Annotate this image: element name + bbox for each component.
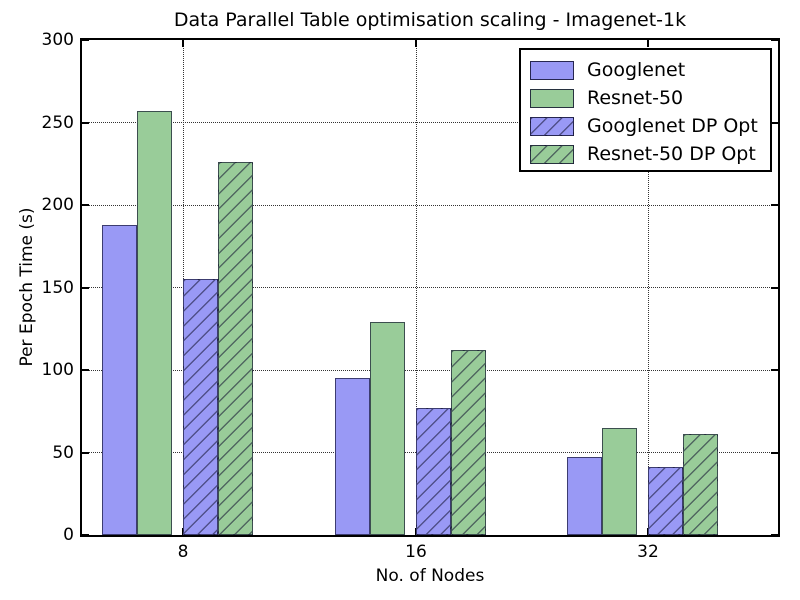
h-gridline <box>82 204 778 206</box>
y-tick-right <box>771 534 778 536</box>
bar-resnet-50-dp-opt-16 <box>451 350 486 535</box>
x-tick-label: 32 <box>637 542 659 562</box>
legend: Googlenet Resnet-50 Googlenet DP Opt Res… <box>519 48 772 172</box>
bar-resnet-50-32 <box>602 428 637 535</box>
h-gridline <box>82 287 778 288</box>
legend-label-googlenet: Googlenet <box>587 59 686 81</box>
y-tick-left <box>82 121 89 124</box>
bar-googlenet-dp-opt-8 <box>183 279 218 535</box>
bar-googlenet-dp-opt-32 <box>648 467 683 535</box>
y-tick-left <box>82 369 89 371</box>
y-tick-left <box>82 39 89 41</box>
y-tick-label: 150 <box>41 277 74 298</box>
y-tick-right <box>771 451 778 454</box>
y-tick-right <box>771 204 778 206</box>
x-tick-label: 8 <box>177 542 189 562</box>
legend-swatch-resnet-50-dp-opt <box>530 144 574 164</box>
legend-item-googlenet-dp-opt: Googlenet DP Opt <box>530 112 770 140</box>
x-axis-label: No. of Nodes <box>375 566 485 586</box>
legend-item-googlenet: Googlenet <box>530 56 770 84</box>
y-tick-left <box>82 286 89 289</box>
y-tick-left <box>82 204 89 206</box>
chart-title: Data Parallel Table optimisation scaling… <box>173 9 687 31</box>
bar-googlenet-32 <box>567 457 602 535</box>
y-tick-label: 200 <box>41 195 74 215</box>
y-tick-label: 250 <box>41 112 74 133</box>
bar-resnet-50-16 <box>370 322 405 535</box>
x-tick-label: 16 <box>405 542 427 562</box>
legend-swatch-resnet-50 <box>530 88 574 108</box>
x-tick-top <box>647 40 649 47</box>
legend-item-resnet-50: Resnet-50 <box>530 84 770 112</box>
bar-resnet-50-8 <box>137 111 172 535</box>
y-tick-right <box>771 286 778 289</box>
x-tick-top <box>182 40 184 47</box>
legend-item-resnet-50-dp-opt: Resnet-50 DP Opt <box>530 140 770 168</box>
v-gridline <box>647 40 649 535</box>
y-tick-right <box>771 39 778 41</box>
y-tick-label: 100 <box>41 360 74 380</box>
y-tick-label: 0 <box>63 525 74 545</box>
y-tick-label: 50 <box>52 442 74 463</box>
bar-googlenet-8 <box>102 225 137 535</box>
bar-resnet-50-dp-opt-8 <box>218 162 253 535</box>
y-tick-left <box>82 534 89 536</box>
y-tick-right <box>771 121 778 124</box>
h-gridline <box>82 122 778 123</box>
bar-googlenet-16 <box>335 378 370 535</box>
y-tick-left <box>82 451 89 454</box>
y-tick-label: 300 <box>41 30 74 50</box>
legend-label-googlenet-dp-opt: Googlenet DP Opt <box>587 115 758 137</box>
bar-resnet-50-dp-opt-32 <box>683 434 718 535</box>
v-gridline <box>415 40 417 535</box>
legend-swatch-googlenet-dp-opt <box>530 116 574 136</box>
legend-label-resnet-50: Resnet-50 <box>587 87 684 109</box>
h-gridline <box>82 369 778 371</box>
legend-label-resnet-50-dp-opt: Resnet-50 DP Opt <box>587 143 756 165</box>
x-tick-top <box>415 40 417 47</box>
y-tick-right <box>771 369 778 371</box>
bar-googlenet-dp-opt-16 <box>416 408 451 535</box>
legend-swatch-googlenet <box>530 60 574 80</box>
